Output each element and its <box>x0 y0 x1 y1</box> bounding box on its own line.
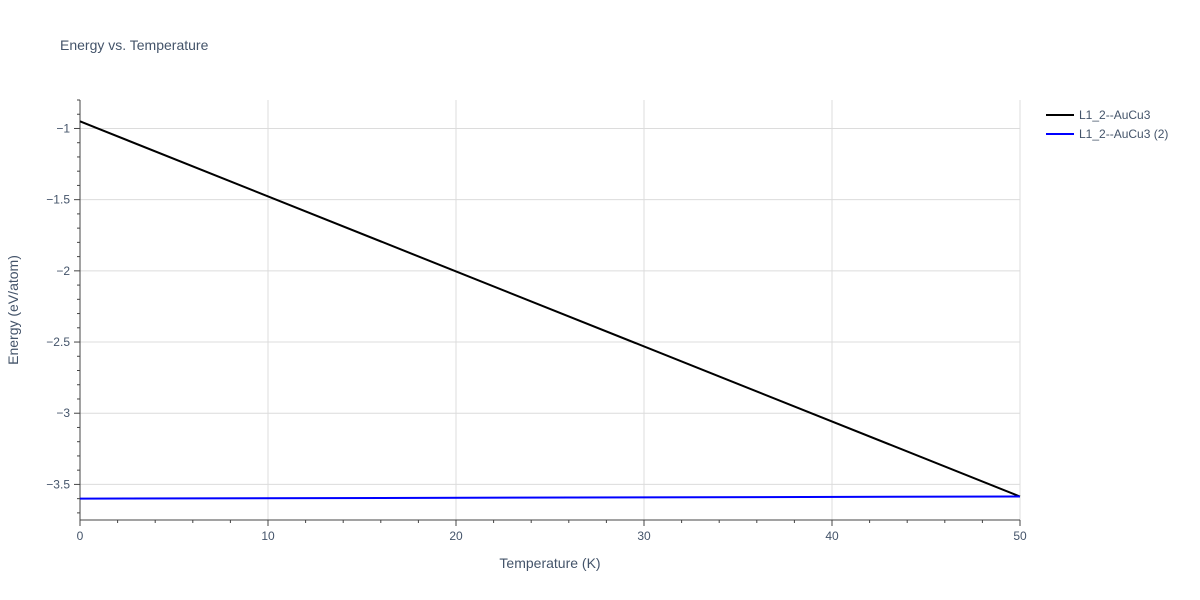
axes: 0 10 20 30 40 50 −1 −1.5 −2 −2.5 −3 −3.5 <box>46 99 1027 543</box>
y-tick-label: −2.5 <box>46 335 70 349</box>
legend-item[interactable]: L1_2--AuCu3 <box>1046 108 1151 122</box>
legend-label: L1_2--AuCu3 <box>1079 108 1151 122</box>
x-tick-label: 20 <box>449 529 463 543</box>
chart-title: Energy vs. Temperature <box>60 37 209 53</box>
series-line <box>79 120 1021 498</box>
x-tick-label: 40 <box>825 529 839 543</box>
legend-label: L1_2--AuCu3 (2) <box>1079 127 1168 141</box>
series-line <box>79 495 1021 500</box>
x-tick-label: 10 <box>261 529 275 543</box>
y-tick-label: −2 <box>56 264 70 278</box>
legend-item[interactable]: L1_2--AuCu3 (2) <box>1046 127 1168 141</box>
y-axis-title: Energy (eV/atom) <box>5 255 21 365</box>
x-tick-label: 50 <box>1013 529 1027 543</box>
legend[interactable]: L1_2--AuCu3 L1_2--AuCu3 (2) <box>1046 108 1168 141</box>
series-lines <box>79 120 1021 500</box>
x-axis-title: Temperature (K) <box>499 555 600 571</box>
y-tick-label: −3.5 <box>46 477 70 491</box>
y-tick-label: −1 <box>56 121 70 135</box>
y-tick-label: −1.5 <box>46 193 70 207</box>
x-tick-label: 0 <box>77 529 84 543</box>
grid <box>80 100 1021 520</box>
y-tick-label: −3 <box>56 406 70 420</box>
x-tick-label: 30 <box>637 529 651 543</box>
